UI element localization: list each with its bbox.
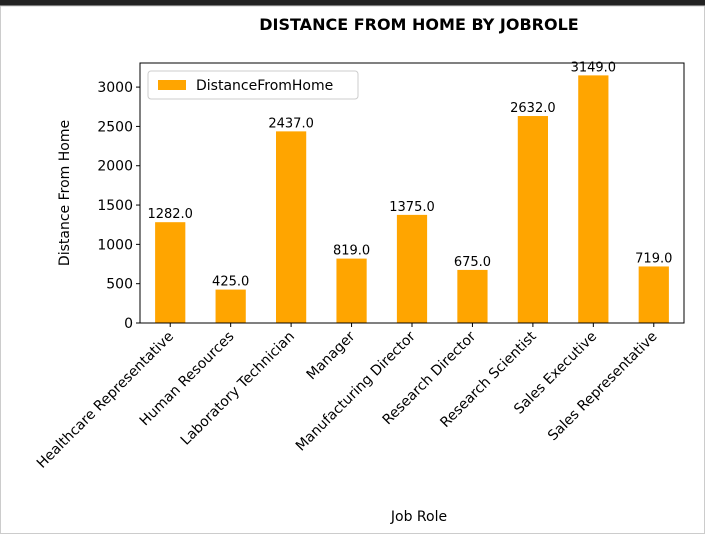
value-label: 3149.0 — [571, 60, 617, 75]
x-tick-label: Laboratory Technician — [178, 329, 298, 449]
y-tick-label: 2000 — [97, 159, 133, 175]
x-axis-label: Job Role — [390, 509, 447, 525]
y-tick-label: 2500 — [97, 119, 133, 135]
legend-label: DistanceFromHome — [196, 78, 333, 94]
axes-frame — [139, 62, 685, 324]
bar — [215, 289, 246, 323]
value-label: 1282.0 — [147, 207, 193, 222]
bar — [396, 214, 428, 323]
x-tick-label: Manager — [304, 328, 359, 383]
legend-box — [147, 70, 359, 100]
bar — [457, 269, 488, 323]
bar — [155, 222, 186, 323]
value-label: 1375.0 — [389, 200, 435, 215]
top-strip — [0, 0, 705, 6]
value-label: 719.0 — [635, 251, 672, 266]
bar — [638, 266, 669, 323]
x-tick-label: Sales Representative — [545, 329, 661, 445]
y-tick-label: 1500 — [97, 198, 133, 214]
value-label: 2632.0 — [510, 101, 556, 116]
bar — [578, 75, 609, 323]
value-label: 819.0 — [333, 244, 370, 259]
bar — [517, 116, 548, 324]
value-label: 425.0 — [212, 275, 249, 290]
bar — [336, 258, 367, 323]
y-tick-label: 500 — [106, 277, 133, 293]
chart-title: DISTANCE FROM HOME BY JOBROLE — [259, 15, 578, 34]
value-label: 675.0 — [454, 255, 491, 270]
y-tick-label: 1000 — [97, 237, 133, 253]
y-tick-label: 0 — [124, 316, 133, 332]
legend-swatch — [158, 80, 186, 90]
value-label: 2437.0 — [268, 116, 314, 131]
bar — [276, 131, 307, 323]
y-tick-label: 3000 — [97, 80, 133, 96]
y-axis-label: Distance From Home — [57, 120, 73, 266]
x-tick-label: Manufacturing Director — [293, 328, 419, 454]
